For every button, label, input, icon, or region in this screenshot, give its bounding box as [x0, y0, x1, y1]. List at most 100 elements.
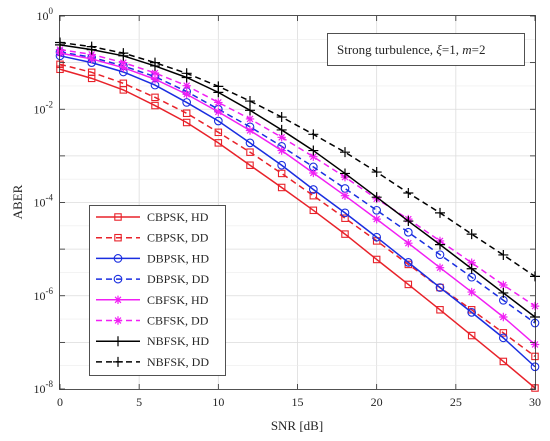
data-point	[246, 148, 254, 156]
data-point	[403, 187, 414, 198]
data-point	[466, 229, 477, 240]
data-point	[119, 63, 128, 72]
data-point	[467, 308, 477, 317]
data-point	[530, 271, 540, 282]
data-point	[372, 214, 381, 224]
data-point	[340, 168, 350, 179]
data-point	[87, 68, 96, 77]
data-point	[309, 168, 318, 178]
legend-items: CBPSK, HD CBPSK, DD DBPSK, HD DBPSK, DD CBFS…	[96, 210, 209, 369]
data-point	[277, 133, 286, 142]
series-cbpsk-dd	[56, 60, 539, 361]
data-point	[499, 280, 508, 290]
annotation-xi-value: =1,	[442, 42, 462, 57]
data-point	[435, 239, 445, 250]
data-point	[181, 68, 192, 79]
data-point	[371, 192, 382, 203]
data-point	[55, 37, 65, 48]
series-line	[59, 44, 536, 318]
data-point	[213, 81, 224, 92]
data-point	[277, 146, 286, 155]
data-point	[245, 96, 255, 107]
legend-item: CBPSK, HD	[96, 210, 209, 224]
data-point	[435, 283, 445, 292]
legend-label: CBFSK, HD	[147, 293, 209, 307]
data-point	[119, 79, 128, 88]
legend-swatch-marker	[113, 336, 123, 347]
legend: CBPSK, HD CBPSK, DD DBPSK, HD DBPSK, DD CBFS…	[89, 205, 226, 376]
data-point	[182, 98, 192, 107]
data-point	[245, 114, 255, 124]
data-point	[341, 230, 349, 238]
legend-item: CBFSK, HD	[96, 293, 209, 307]
plot-frame	[59, 15, 536, 390]
data-point	[435, 263, 445, 272]
y-tick-label: 100	[37, 6, 54, 23]
y-tick-base: 10	[34, 196, 46, 210]
data-point	[436, 283, 444, 292]
data-point	[214, 107, 223, 117]
data-point	[498, 249, 509, 260]
data-point	[277, 169, 286, 178]
data-point	[86, 41, 97, 52]
y-tick-label: 10-2	[34, 99, 54, 116]
y-tick-exponent: 0	[49, 6, 54, 16]
data-point	[467, 287, 476, 297]
data-point	[182, 109, 191, 118]
data-point	[214, 98, 223, 107]
data-point	[467, 331, 476, 340]
data-point	[182, 118, 191, 127]
legend-item: NBFSK, HD	[96, 334, 209, 348]
data-point	[530, 301, 540, 311]
legend-label: CBPSK, HD	[147, 210, 209, 224]
data-point	[531, 352, 539, 361]
data-point	[213, 116, 223, 126]
data-point	[309, 191, 318, 200]
legend-label: CBFSK, DD	[147, 314, 209, 328]
legend-label: DBPSK, DD	[147, 272, 209, 286]
x-axis-title: SNR [dB]	[271, 418, 323, 433]
series-nbfsk-dd	[55, 37, 540, 282]
legend-item: DBPSK, HD	[96, 251, 209, 265]
legend-swatch-marker	[113, 316, 123, 325]
legend-swatch-marker	[113, 254, 123, 263]
legend-swatch-marker	[113, 274, 123, 284]
data-point	[340, 208, 350, 218]
data-point	[341, 214, 349, 222]
data-point	[371, 167, 382, 178]
data-point	[499, 312, 508, 322]
data-point	[214, 128, 223, 137]
data-point	[435, 207, 445, 218]
data-point	[56, 60, 64, 69]
legend-item: DBPSK, DD	[96, 272, 209, 286]
annotation-box: Strong turbulence, ξ=1, m=2	[327, 33, 525, 66]
x-tick-label: 0	[57, 395, 63, 409]
data-point	[151, 93, 159, 102]
data-point	[340, 147, 350, 158]
data-point	[277, 160, 287, 170]
data-point	[87, 54, 96, 64]
data-point	[436, 306, 444, 314]
data-point	[119, 58, 128, 67]
data-point	[372, 205, 382, 215]
y-tick-label: 10-6	[34, 286, 54, 303]
series-line	[59, 48, 536, 307]
x-tick-label: 25	[450, 395, 462, 409]
data-point	[56, 65, 64, 74]
annotation-m-value: =2	[472, 42, 486, 57]
y-tick-exponent: -2	[46, 99, 54, 109]
data-point	[276, 112, 287, 123]
data-point	[340, 191, 350, 200]
legend-swatch-marker	[113, 295, 123, 304]
legend-swatch-marker	[113, 356, 123, 367]
x-tick-label: 10	[212, 395, 224, 409]
legend-label: CBPSK, DD	[147, 231, 209, 245]
legend-frame	[89, 205, 226, 376]
annotation-prefix: Strong turbulence,	[337, 42, 436, 57]
series-cbfsk-hd	[55, 48, 540, 349]
y-axis-title: ABER	[10, 184, 25, 219]
y-tick-label: 10-8	[34, 379, 54, 396]
data-point	[435, 250, 445, 260]
x-tick-label: 30	[529, 395, 541, 409]
